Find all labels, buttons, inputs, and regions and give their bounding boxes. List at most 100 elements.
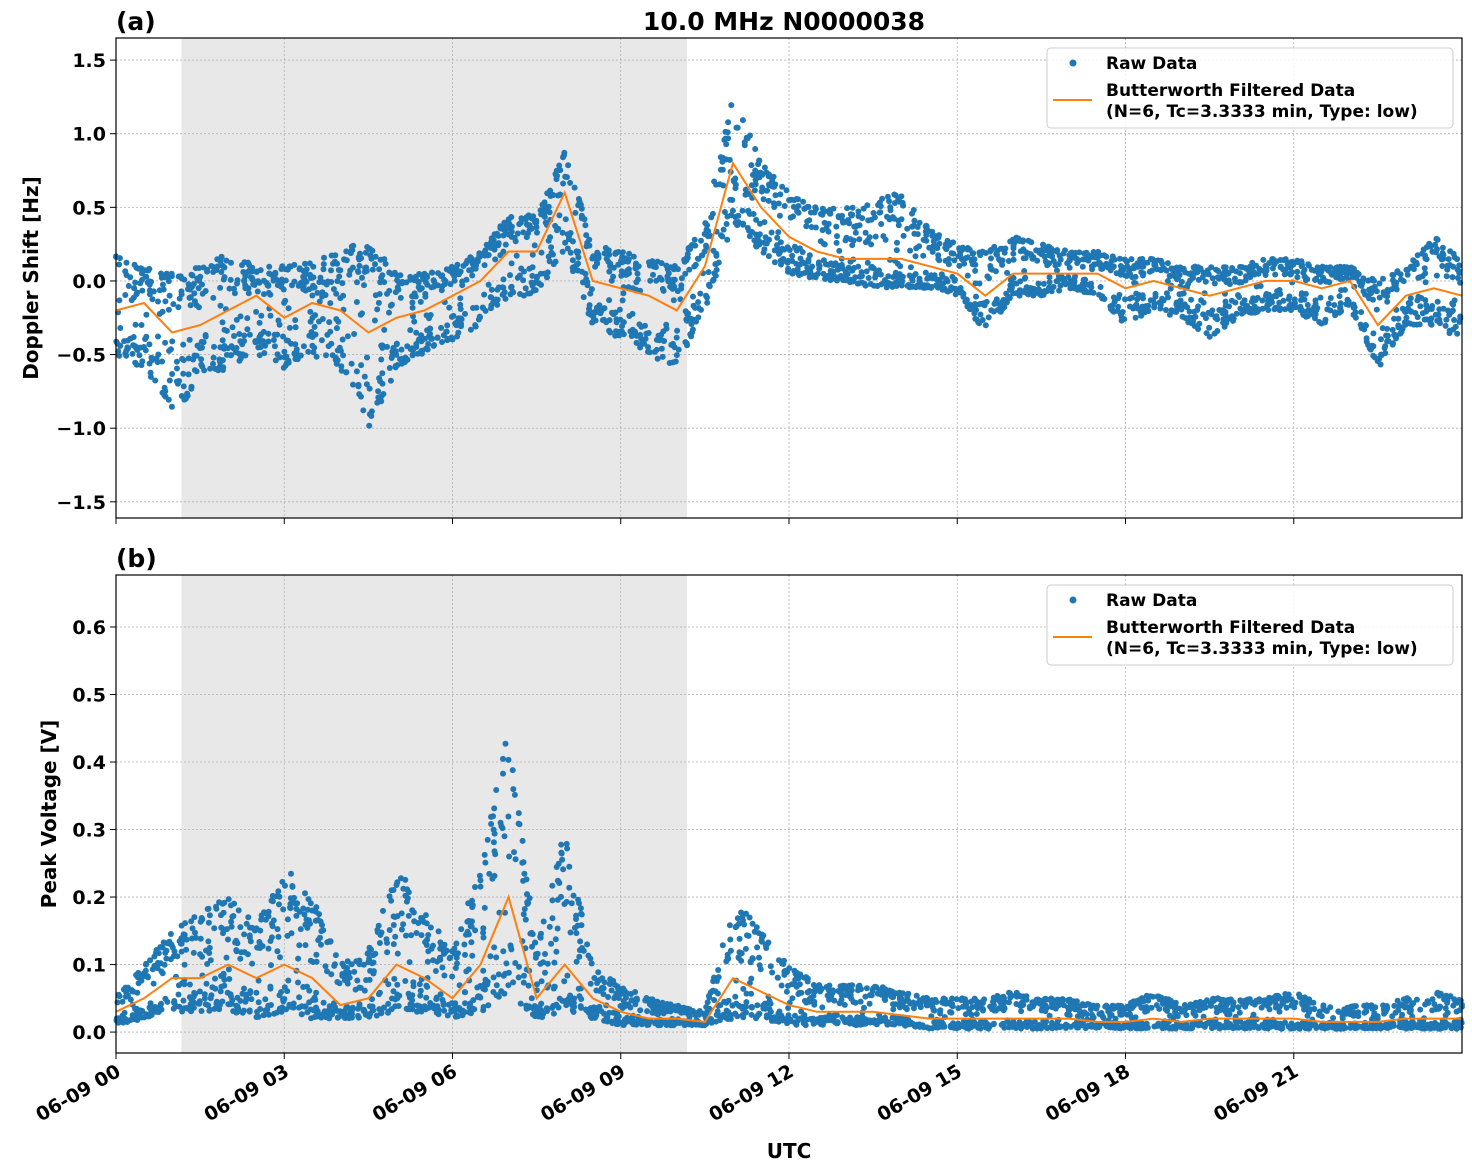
raw-data-point [1444, 266, 1451, 273]
raw-data-point [413, 341, 420, 347]
raw-data-point [225, 896, 232, 903]
raw-data-point [241, 931, 248, 938]
raw-data-point [178, 288, 185, 295]
raw-data-point [146, 1004, 153, 1011]
raw-data-point [789, 995, 796, 1002]
raw-data-point [348, 1014, 355, 1021]
raw-data-point [1139, 272, 1146, 279]
raw-data-point [529, 264, 536, 271]
raw-data-point [686, 244, 693, 251]
raw-data-point [892, 279, 899, 286]
raw-data-point [745, 208, 751, 214]
raw-data-point [1266, 294, 1273, 300]
raw-data-point [356, 262, 363, 269]
raw-data-point [1398, 276, 1404, 283]
raw-data-point [1357, 321, 1364, 328]
raw-data-point [462, 951, 468, 958]
raw-data-point [116, 297, 123, 304]
raw-data-point [806, 988, 813, 994]
raw-data-point [1422, 279, 1429, 286]
raw-data-point [604, 1014, 611, 1021]
raw-data-point [855, 208, 862, 215]
raw-data-point [1126, 268, 1132, 275]
raw-data-point [400, 921, 407, 928]
raw-data-point [808, 994, 814, 1001]
raw-data-point [298, 1003, 305, 1010]
raw-data-point [256, 352, 263, 359]
raw-data-point [247, 988, 254, 995]
raw-data-point [348, 247, 355, 253]
raw-data-point [363, 381, 370, 388]
raw-data-point [127, 996, 134, 1003]
raw-data-point [593, 304, 600, 311]
raw-data-point [1294, 257, 1301, 264]
raw-data-point [133, 972, 140, 978]
raw-data-point [1255, 306, 1262, 313]
raw-data-point [809, 273, 816, 280]
raw-data-point [203, 980, 210, 987]
raw-data-point [547, 193, 554, 199]
raw-data-point [215, 367, 222, 374]
raw-data-point [1372, 287, 1379, 294]
raw-data-point [115, 991, 122, 998]
raw-data-point [1351, 304, 1358, 311]
raw-data-point [310, 349, 317, 356]
raw-data-point [833, 1012, 840, 1018]
raw-data-point [1052, 262, 1059, 269]
raw-data-point [349, 1004, 356, 1011]
raw-data-point [1266, 301, 1273, 307]
raw-data-point [573, 958, 580, 965]
raw-data-point [760, 196, 767, 203]
raw-data-point [680, 1009, 687, 1016]
raw-data-point [673, 334, 680, 341]
raw-data-point [548, 940, 555, 947]
raw-data-point [254, 288, 261, 295]
raw-data-point [296, 942, 303, 949]
raw-data-point [1447, 248, 1454, 255]
raw-data-point [819, 227, 826, 234]
raw-data-point [828, 992, 835, 999]
raw-data-point [235, 907, 242, 914]
raw-data-point [916, 219, 923, 226]
raw-data-point [289, 883, 296, 889]
raw-data-point [887, 207, 894, 214]
raw-data-point [256, 939, 263, 945]
raw-data-point [244, 315, 251, 322]
raw-data-point [423, 920, 430, 927]
raw-data-point [288, 870, 294, 877]
raw-data-point [1440, 305, 1447, 312]
raw-data-point [452, 965, 459, 971]
raw-data-point [806, 217, 813, 224]
raw-data-point [795, 991, 802, 997]
raw-data-point [212, 975, 218, 982]
raw-data-point [724, 129, 731, 136]
raw-data-point [563, 1002, 570, 1009]
raw-data-point [427, 1000, 434, 1006]
raw-data-point [422, 335, 428, 342]
raw-data-point [559, 229, 566, 236]
raw-data-point [511, 791, 518, 798]
raw-data-point [184, 390, 191, 397]
raw-data-point [900, 232, 907, 239]
raw-data-point [1084, 251, 1091, 258]
raw-data-point [469, 272, 476, 279]
raw-data-point [628, 991, 635, 997]
raw-data-point [300, 984, 307, 990]
raw-data-point [136, 352, 143, 359]
raw-data-point [770, 200, 777, 207]
raw-data-point [524, 222, 531, 228]
y-tick-label: 1.5 [72, 50, 106, 72]
raw-data-point [174, 365, 180, 372]
raw-data-point [245, 914, 252, 921]
raw-data-point [910, 207, 917, 213]
raw-data-point [510, 289, 517, 296]
raw-data-point [980, 1006, 986, 1013]
raw-data-point [1096, 261, 1103, 268]
raw-data-point [561, 978, 568, 985]
raw-data-point [659, 286, 666, 292]
raw-data-point [545, 237, 552, 244]
raw-data-point [609, 309, 615, 316]
raw-data-point [870, 210, 877, 216]
raw-data-point [572, 209, 579, 216]
raw-data-point [655, 1011, 661, 1018]
